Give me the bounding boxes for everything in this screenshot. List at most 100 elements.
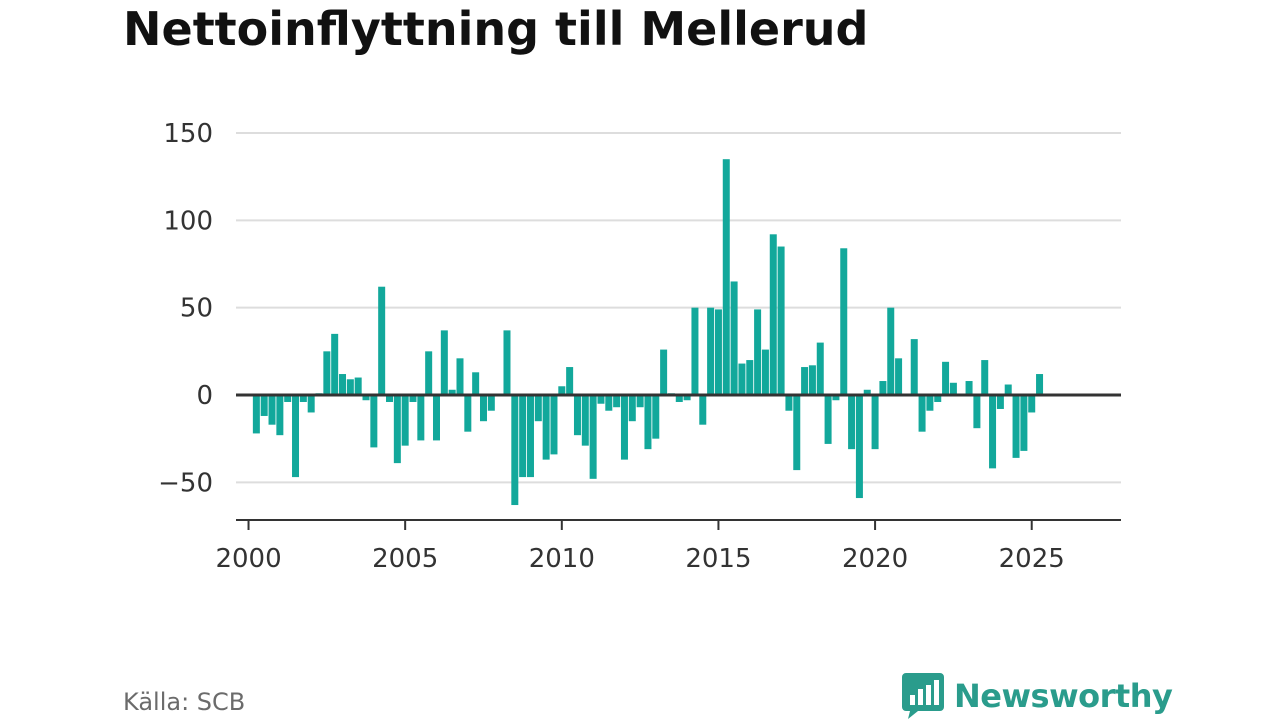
bar <box>1020 395 1028 451</box>
bar <box>550 395 558 455</box>
bar <box>746 360 754 395</box>
bar <box>949 382 957 395</box>
y-tick-label: 50 <box>180 294 213 324</box>
bar <box>738 363 746 395</box>
bar <box>252 395 260 434</box>
x-axis <box>236 519 1121 530</box>
bar <box>370 395 378 448</box>
bar <box>472 372 480 395</box>
bar <box>534 395 542 422</box>
bar <box>675 395 683 402</box>
bar <box>981 360 989 395</box>
bar <box>417 395 425 441</box>
x-tick-label: 2015 <box>685 544 751 574</box>
x-tick-label: 2025 <box>999 544 1065 574</box>
bar <box>354 377 362 395</box>
bar <box>863 389 871 395</box>
bar <box>464 395 472 432</box>
bar <box>785 395 793 411</box>
bar <box>895 358 903 395</box>
bar <box>276 395 284 436</box>
bar <box>260 395 268 416</box>
bar <box>1012 395 1020 458</box>
chart-title: Nettoinflyttning till Mellerud <box>123 2 869 56</box>
bar <box>346 379 354 395</box>
bar <box>573 395 581 436</box>
bar <box>965 381 973 395</box>
bar <box>808 365 816 395</box>
y-tick-label: 0 <box>196 381 213 411</box>
bar <box>566 367 574 395</box>
bar <box>989 395 997 469</box>
y-tick-label: 150 <box>163 119 213 149</box>
bar <box>558 386 566 395</box>
bar <box>401 395 409 446</box>
bar <box>754 309 762 395</box>
brand-name: Newsworthy <box>954 677 1173 715</box>
bar <box>268 395 276 425</box>
bar <box>1028 395 1036 413</box>
bar <box>339 374 347 395</box>
bar <box>409 395 417 402</box>
bar <box>323 351 331 395</box>
bar <box>503 330 511 395</box>
bar <box>526 395 534 478</box>
bar <box>425 351 433 395</box>
bar <box>683 395 691 401</box>
bar <box>918 395 926 432</box>
bar <box>605 395 613 411</box>
bar <box>871 395 879 450</box>
bar <box>440 330 448 395</box>
bar <box>307 395 315 413</box>
bar <box>855 395 863 499</box>
bar <box>589 395 597 479</box>
newsworthy-chart-bubble-icon <box>902 673 944 719</box>
x-tick-label: 2005 <box>372 544 438 574</box>
bar <box>299 395 307 402</box>
bar <box>942 361 950 395</box>
bar <box>479 395 487 422</box>
y-tick-label: −50 <box>158 468 213 498</box>
bar <box>816 342 824 395</box>
bar <box>879 381 887 395</box>
x-tick-label: 2000 <box>215 544 281 574</box>
bar <box>801 367 809 395</box>
bar <box>934 395 942 402</box>
bar <box>777 246 785 395</box>
bar <box>456 358 464 395</box>
bar <box>848 395 856 450</box>
bar <box>581 395 589 446</box>
x-tick-label: 2020 <box>842 544 908 574</box>
bar <box>722 159 730 395</box>
bar <box>519 395 527 478</box>
bar <box>769 234 777 395</box>
gridlines <box>236 132 1121 484</box>
y-tick-label: 100 <box>163 206 213 236</box>
bar <box>973 395 981 429</box>
bar <box>1036 374 1044 395</box>
bar <box>761 349 769 395</box>
x-tick-label: 2010 <box>529 544 595 574</box>
bar <box>840 248 848 395</box>
bar <box>714 309 722 395</box>
source-note: Källa: SCB <box>123 688 246 716</box>
bar <box>613 395 621 408</box>
bar <box>432 395 440 441</box>
bar <box>996 395 1004 409</box>
bar <box>644 395 652 450</box>
bar <box>448 389 456 395</box>
bar <box>511 395 519 506</box>
bar <box>1004 384 1012 395</box>
bar <box>730 281 738 395</box>
bar <box>487 395 495 411</box>
bar <box>331 333 339 395</box>
bar <box>378 286 386 395</box>
bar <box>887 307 895 395</box>
bar <box>910 339 918 395</box>
bar <box>691 307 699 395</box>
bar <box>542 395 550 460</box>
bar <box>824 395 832 444</box>
bar <box>793 395 801 471</box>
bar <box>652 395 660 439</box>
bar <box>926 395 934 411</box>
